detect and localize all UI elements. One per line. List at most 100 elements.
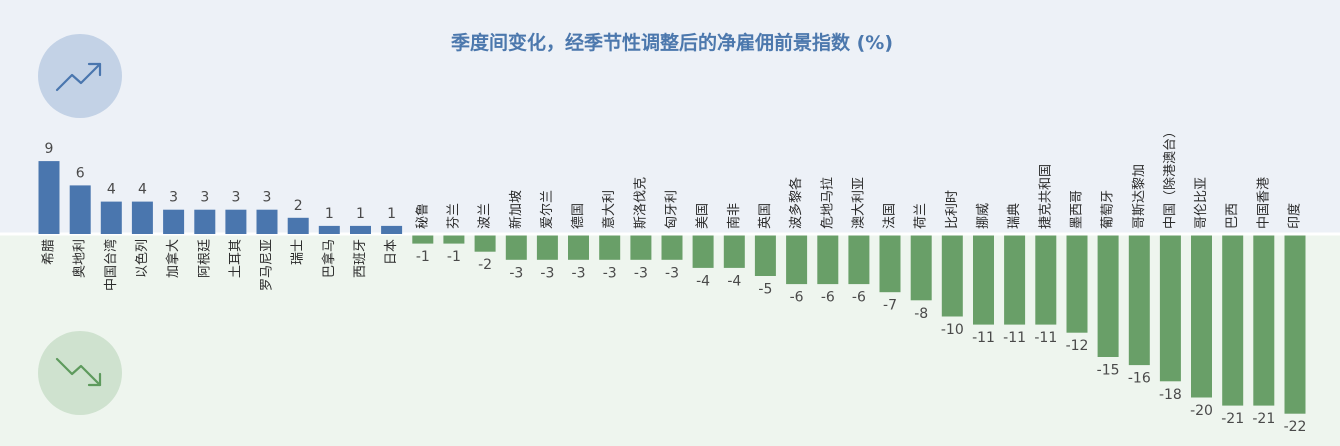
data-label: 3 <box>169 190 178 206</box>
category-label: 葡萄牙 <box>1101 190 1116 229</box>
category-label: 巴拿马 <box>321 239 337 278</box>
category-label: 瑞典 <box>1007 203 1022 229</box>
bar <box>257 210 278 234</box>
bar <box>475 236 496 252</box>
bar <box>194 210 215 234</box>
bar <box>412 236 433 244</box>
bar <box>724 236 745 268</box>
data-label: -3 <box>603 265 617 281</box>
category-label: 中国台湾 <box>103 239 119 291</box>
data-label: -6 <box>821 290 835 306</box>
bar <box>132 202 153 234</box>
category-label: 荷兰 <box>914 203 929 229</box>
data-label: -8 <box>914 306 928 322</box>
category-label: 奥地利 <box>73 239 88 278</box>
data-label: -16 <box>1128 371 1151 387</box>
data-label: 2 <box>294 198 303 214</box>
category-label: 美国 <box>696 203 711 229</box>
trend-up-icon <box>38 34 122 118</box>
category-label: 捷克共和国 <box>1038 164 1053 229</box>
data-label: -12 <box>1066 338 1089 354</box>
category-label: 罗马尼亚 <box>260 239 275 291</box>
category-label: 加拿大 <box>165 239 181 278</box>
category-label: 巴西 <box>1225 203 1240 229</box>
data-label: -6 <box>852 290 866 306</box>
data-label: 1 <box>325 206 334 222</box>
category-label: 印度 <box>1287 203 1303 229</box>
trend-down-icon <box>38 331 122 415</box>
bar <box>1004 236 1025 325</box>
bar <box>973 236 994 325</box>
category-label: 比利时 <box>945 190 960 229</box>
category-label: 德国 <box>571 203 586 229</box>
bar <box>630 236 651 260</box>
bar <box>693 236 714 268</box>
data-label: -1 <box>447 249 461 265</box>
data-label: -15 <box>1097 363 1120 379</box>
data-label: -3 <box>572 265 586 281</box>
bar <box>381 226 402 234</box>
data-label: -1 <box>416 249 430 265</box>
bar <box>537 236 558 260</box>
category-label: 希腊 <box>42 239 57 265</box>
data-label: -2 <box>478 257 492 273</box>
chart-title: 季度间变化，经季节性调整后的净雇佣前景指数 (%) <box>451 31 893 54</box>
bar <box>1035 236 1056 325</box>
data-label: -3 <box>665 265 679 281</box>
data-label: -20 <box>1190 403 1213 419</box>
bar <box>70 185 91 234</box>
data-label: -21 <box>1252 411 1275 427</box>
category-label: 阿根廷 <box>197 239 212 278</box>
bar <box>942 236 963 317</box>
category-label: 澳大利亚 <box>850 177 866 229</box>
bar <box>163 210 184 234</box>
bar <box>911 236 932 301</box>
data-label: 4 <box>107 182 116 198</box>
data-label: 3 <box>231 190 240 206</box>
category-label: 日本 <box>384 239 399 265</box>
category-label: 哥伦比亚 <box>1194 177 1209 229</box>
bar <box>350 226 371 234</box>
bar <box>443 236 464 244</box>
data-label: -11 <box>972 330 995 346</box>
data-label: -3 <box>509 265 523 281</box>
data-label: -7 <box>883 298 897 314</box>
bar <box>1285 236 1306 414</box>
category-label: 法国 <box>883 203 898 229</box>
bar <box>288 218 309 234</box>
bar <box>662 236 683 260</box>
category-label: 瑞士 <box>291 239 306 265</box>
bar <box>1098 236 1119 358</box>
data-label: -3 <box>540 265 554 281</box>
bar <box>1253 236 1274 406</box>
data-label: 1 <box>356 206 365 222</box>
data-label: -18 <box>1159 387 1182 403</box>
bar <box>848 236 869 285</box>
data-label: -10 <box>941 322 964 338</box>
bar <box>755 236 776 277</box>
data-label: -11 <box>1034 330 1057 346</box>
data-label: 3 <box>200 190 209 206</box>
category-label: 波兰 <box>478 203 493 229</box>
bar <box>1222 236 1243 406</box>
category-label: 西班牙 <box>353 239 368 278</box>
data-label: 6 <box>76 165 85 181</box>
bar <box>568 236 589 260</box>
bar <box>1160 236 1181 382</box>
category-label: 南非 <box>726 203 742 229</box>
data-label: 1 <box>387 206 396 222</box>
bar <box>225 210 246 234</box>
category-label: 芬兰 <box>446 203 461 229</box>
data-label: 4 <box>138 182 147 198</box>
category-label: 中国（除港澳台） <box>1162 125 1178 229</box>
category-label: 匈牙利 <box>665 190 680 229</box>
bar <box>101 202 122 234</box>
category-label: 意大利 <box>601 190 617 229</box>
data-label: -4 <box>696 273 710 289</box>
category-label: 哥斯达黎加 <box>1132 164 1147 229</box>
data-label: 3 <box>263 190 272 206</box>
category-label: 秘鲁 <box>415 203 430 229</box>
bar <box>1191 236 1212 398</box>
category-label: 危地马拉 <box>820 177 835 229</box>
